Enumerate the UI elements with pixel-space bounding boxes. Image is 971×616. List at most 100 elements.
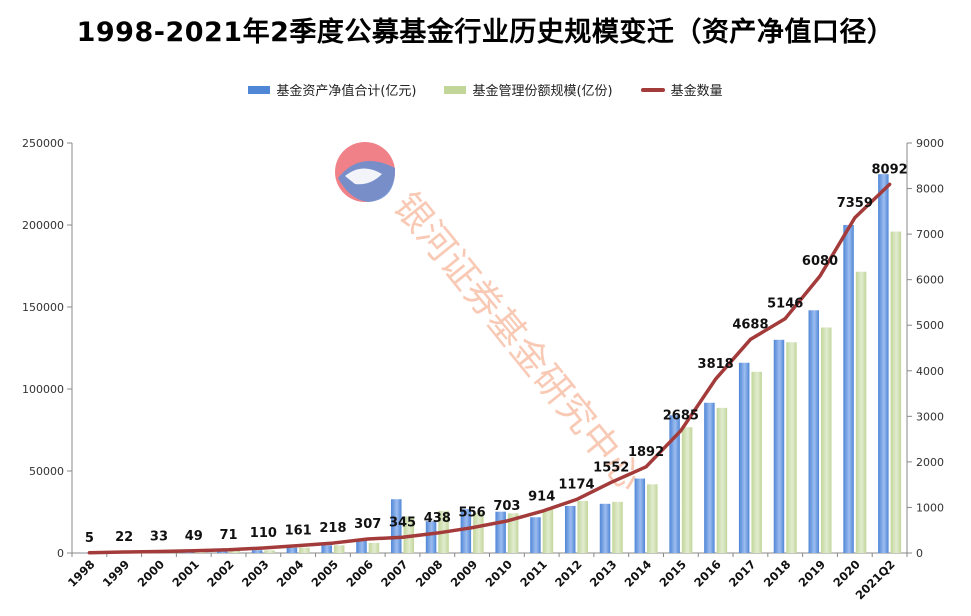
y-right-tick-label: 6000 [916, 274, 944, 287]
y-left-tick-label: 200000 [22, 219, 64, 232]
bar-nav [251, 550, 263, 553]
bar-shares [507, 513, 519, 553]
y-right-tick-label: 2000 [916, 456, 944, 469]
count-point [227, 548, 231, 552]
x-tick-label: 2020 [830, 557, 863, 590]
y-right-tick-label: 7000 [916, 228, 944, 241]
x-tick-label: 2015 [656, 557, 689, 590]
bar-shares [403, 516, 415, 553]
count-point [644, 465, 648, 469]
count-label: 7359 [837, 196, 873, 211]
legend-label-shares: 基金管理份额规模(亿份) [472, 84, 613, 99]
count-point [435, 531, 439, 535]
count-label: 161 [285, 524, 312, 539]
count-point [401, 535, 405, 539]
bar-nav [321, 545, 332, 553]
y-right-tick-label: 0 [916, 547, 923, 560]
x-tick-label: 2014 [622, 557, 655, 590]
count-label: 556 [459, 506, 486, 521]
legend-label-nav: 基金资产净值合计(亿元) [276, 84, 417, 99]
x-tick-label: 2005 [309, 557, 342, 590]
x-tick-label: 1998 [65, 557, 98, 590]
bar-nav [286, 547, 298, 553]
watermark-logo-swirl [345, 168, 382, 185]
bar-nav [564, 505, 576, 553]
count-label: 5 [85, 531, 94, 546]
chart-title: 1998-2021年2季度公募基金行业历史规模变迁（资产净值口径） [76, 17, 895, 48]
x-tick-label: 2001 [169, 557, 202, 590]
x-tick-label: 2016 [691, 557, 724, 590]
count-label: 4688 [732, 317, 768, 332]
x-tick-label: 2008 [413, 557, 446, 590]
bar-nav [495, 511, 506, 553]
count-point [366, 537, 370, 541]
count-point [818, 274, 822, 278]
x-tick-label: 2018 [761, 557, 794, 590]
count-label: 33 [150, 529, 168, 544]
count-label: 345 [389, 515, 416, 530]
count-label: 914 [528, 489, 555, 504]
bar-nav [704, 402, 715, 553]
bar-nav [391, 499, 402, 553]
x-tick-label: 2019 [796, 557, 829, 590]
bar-shares [264, 550, 275, 553]
bar-shares [333, 545, 345, 553]
y-left-tick-label: 50000 [29, 465, 64, 478]
bar-nav [808, 310, 820, 553]
x-tick-label: 2000 [135, 557, 168, 590]
count-point [192, 549, 196, 553]
y-left-tick-label: 100000 [22, 383, 64, 396]
bar-shares [647, 484, 658, 553]
bar-shares [194, 551, 206, 553]
count-label: 1552 [593, 460, 629, 475]
count-point [331, 541, 335, 545]
x-tick-label: 2012 [552, 557, 585, 590]
x-tick-label: 2017 [726, 557, 759, 590]
bar-shares [368, 542, 380, 553]
count-label: 49 [185, 529, 203, 544]
legend-item-nav: 基金资产净值合计(亿元) [248, 80, 416, 99]
bar-nav [530, 517, 541, 553]
bar-nav [843, 225, 854, 553]
bar-nav [634, 478, 646, 553]
count-label: 71 [220, 528, 238, 543]
y-right-tick-label: 1000 [916, 501, 944, 514]
count-label: 8092 [872, 162, 908, 177]
bar-nav [738, 362, 750, 553]
count-label: 6080 [802, 254, 838, 269]
y-left-tick-label: 150000 [22, 301, 64, 314]
x-tick-label: 2002 [204, 557, 237, 590]
bar-nav [599, 503, 611, 553]
bar-shares [473, 512, 484, 553]
bar-shares [542, 509, 554, 553]
watermark-text: 银河证券基金研究中心 [385, 185, 651, 500]
bar-shares [612, 501, 623, 553]
legend-label-count: 基金数量 [670, 84, 723, 99]
bar-nav [773, 339, 785, 553]
count-point [679, 429, 683, 433]
bar-shares [681, 427, 693, 553]
y-right-tick-label: 4000 [916, 365, 944, 378]
bars [77, 174, 902, 553]
legend-swatch-count [640, 87, 665, 92]
count-point [574, 498, 578, 502]
y-right-tick-label: 9000 [916, 137, 944, 150]
bar-shares [890, 231, 902, 553]
count-label: 1892 [628, 445, 664, 460]
count-point [609, 480, 613, 484]
bar-shares [786, 342, 797, 553]
x-tick-label: 2011 [517, 557, 550, 590]
count-point [888, 182, 892, 186]
bar-nav [217, 550, 228, 553]
legend-item-count: 基金数量 [640, 80, 723, 99]
count-point [540, 509, 544, 513]
count-point [122, 550, 126, 554]
count-point [296, 544, 300, 548]
bar-shares [299, 547, 310, 553]
count-point [505, 519, 509, 523]
x-tick-label: 1999 [100, 557, 133, 590]
count-label: 22 [115, 530, 133, 545]
x-tick-label: 2004 [274, 557, 307, 590]
y-right-tick-label: 8000 [916, 183, 944, 196]
count-point [261, 546, 265, 550]
